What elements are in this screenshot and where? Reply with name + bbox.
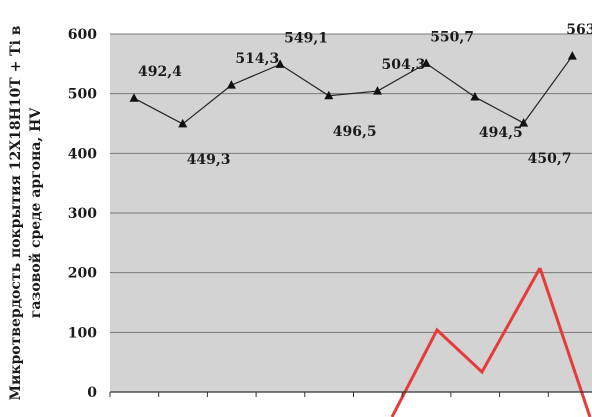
data-point-marker-7 <box>421 58 431 67</box>
y-tick-label: 500 <box>68 87 97 103</box>
y-tick-labels: 0 100 200 300 400 500 600 <box>68 27 97 401</box>
y-tick-label: 300 <box>68 206 97 222</box>
series-line <box>133 55 573 125</box>
data-point-marker-4 <box>275 59 285 68</box>
data-label-8: 494,5 <box>479 125 523 141</box>
data-label-5: 496,5 <box>333 124 377 140</box>
y-axis-title-line-1: Микротвердость покрытия 12Х18Н10Т + Ti в <box>8 25 24 400</box>
series <box>129 51 577 128</box>
data-label-7: 550,7 <box>430 29 474 45</box>
data-point-marker-2 <box>178 118 188 128</box>
y-tick-label: 600 <box>68 27 97 43</box>
data-label-9: 450,7 <box>528 151 572 167</box>
data-label-1: 492,4 <box>138 64 182 80</box>
data-point-marker-8 <box>470 91 480 101</box>
y-tick-label: 400 <box>68 146 97 162</box>
data-point-marker-10 <box>567 51 577 60</box>
data-label-2: 449,3 <box>187 152 231 168</box>
data-label-10: 563, <box>566 22 592 38</box>
data-label-4: 549,1 <box>284 30 328 46</box>
data-point-marker-3 <box>226 80 236 89</box>
data-label-3: 514,3 <box>235 51 279 67</box>
data-point-marker-6 <box>373 86 382 95</box>
y-tick-label: 0 <box>87 385 97 401</box>
grid-lines <box>110 33 592 333</box>
data-point-marker-1 <box>129 93 139 102</box>
x-axis <box>109 391 592 397</box>
y-tick-label: 100 <box>68 325 97 341</box>
watermark-stroke-left <box>390 267 542 417</box>
data-label-6: 504,3 <box>382 57 426 73</box>
y-axis-title: Микротвердость покрытия 12Х18Н10Т + Ti в… <box>8 25 44 400</box>
data-point-marker-9 <box>519 118 529 127</box>
y-tick-label: 200 <box>68 266 97 282</box>
y-axis-title-line-2: газовой среде аргона, HV <box>27 107 44 319</box>
data-point-marker-5 <box>324 90 334 100</box>
